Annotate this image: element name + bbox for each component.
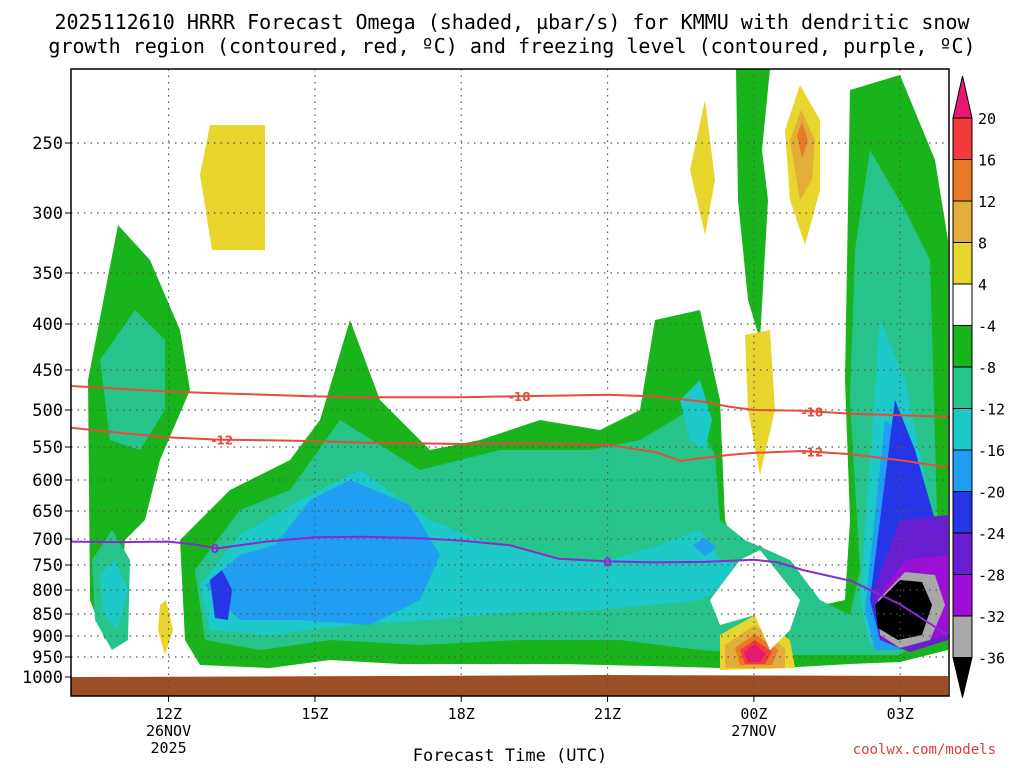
- chart-title-line-2: growth region (contoured, red, ºC) and f…: [48, 34, 976, 58]
- colorbar-swatch: [952, 615, 973, 658]
- omega-region-weak-downward: [690, 100, 715, 235]
- x-tick-label: 18Z: [448, 705, 475, 723]
- colorbar-legend: 20 16 12 8 4 -4 -8 -12 -16 -20 -24 -28 -32 -36: [952, 75, 1005, 698]
- colorbar-extend-max: [952, 75, 973, 119]
- y-tick-label: 350: [32, 264, 63, 284]
- x-tick-label: 21Z: [594, 705, 621, 723]
- y-tick-label: 300: [32, 204, 63, 224]
- omega-region-strong-downward: [797, 122, 808, 158]
- plot-frame: [70, 68, 950, 697]
- x-tick-label: 00Z: [740, 705, 767, 723]
- colorbar-swatch: [952, 200, 973, 243]
- colorbar-swatch: [952, 449, 973, 492]
- colorbar-swatch: [952, 283, 973, 326]
- y-tick-label: 500: [32, 401, 63, 421]
- omega-region-weak-downward: [200, 125, 265, 250]
- contour-line: [71, 535, 949, 637]
- colorbar-level-label: -12: [978, 401, 1005, 419]
- colorbar-level-label: -28: [978, 567, 1005, 585]
- colorbar-level-label: -32: [978, 608, 1005, 626]
- contour-label: -18: [802, 405, 824, 419]
- colorbar-level-label: -8: [978, 359, 996, 377]
- colorbar-swatch: [952, 242, 973, 285]
- terrain-ground: [71, 675, 948, 696]
- y-tick-label: 950: [32, 648, 63, 668]
- colorbar-level-label: 12: [978, 193, 996, 211]
- omega-region-weak-downward: [158, 600, 173, 655]
- contour-label: -12: [802, 446, 824, 460]
- colorbar-swatch: [952, 408, 973, 451]
- x-axis-title: Forecast Time (UTC): [412, 746, 608, 766]
- colorbar-extend-min: [952, 657, 973, 698]
- y-tick-label: 750: [32, 556, 63, 576]
- y-tick-label: 900: [32, 627, 63, 647]
- colorbar-swatch: [952, 159, 973, 202]
- colorbar-level-label: -20: [978, 484, 1005, 502]
- colorbar-level-label: -24: [978, 525, 1005, 543]
- chart-title-line-1: 2025112610 HRRR Forecast Omega (shaded, …: [54, 10, 970, 34]
- y-tick-label: 800: [32, 581, 63, 601]
- colorbar-level-label: -16: [978, 442, 1005, 460]
- colorbar-level-label: 16: [978, 152, 996, 170]
- contour-line: [71, 426, 949, 469]
- y-axis: 2503003504004505005506006507007508008509…: [22, 134, 71, 688]
- y-tick-label: 850: [32, 605, 63, 625]
- colorbar-swatch: [952, 117, 973, 160]
- x-tick-label: 03Z: [887, 705, 914, 723]
- y-tick-label: 400: [32, 315, 63, 335]
- x-tick-label: 12Z: [155, 705, 182, 723]
- y-tick-label: 250: [32, 134, 63, 154]
- omega-region-weak-upward: [736, 69, 770, 340]
- colorbar-swatch: [952, 325, 973, 368]
- source-credit: coolwx.com/models: [852, 742, 996, 758]
- omega-region-weak-downward: [745, 330, 775, 475]
- x-tick-label: 15Z: [301, 705, 328, 723]
- colorbar-swatch: [952, 491, 973, 534]
- x-tick-sublabel: 26NOV: [146, 722, 191, 740]
- y-tick-label: 450: [32, 361, 63, 381]
- y-tick-label: 1000: [22, 668, 63, 688]
- omega-shading: [71, 69, 948, 696]
- contour-line: [71, 385, 949, 418]
- colorbar-swatch: [952, 574, 973, 617]
- y-tick-label: 550: [32, 438, 63, 458]
- y-tick-label: 700: [32, 530, 63, 550]
- x-tick-sublabel: 2025: [150, 739, 186, 757]
- omega-region-very-strong-upward: [205, 480, 440, 625]
- colorbar-level-label: -36: [978, 650, 1005, 668]
- colorbar-level-label: 20: [978, 110, 996, 128]
- contour-label: -18: [509, 390, 531, 404]
- omega-region-intense-upward: [210, 570, 232, 620]
- contour-label: -12: [211, 434, 233, 448]
- omega-region-very-strong-upward: [693, 538, 716, 556]
- omega-region-near-zero: [710, 550, 800, 650]
- colorbar-level-label: 4: [978, 276, 987, 294]
- x-tick-sublabel: 27NOV: [731, 722, 776, 740]
- colorbar-level-label: -4: [978, 318, 996, 336]
- colorbar-level-label: 8: [978, 235, 987, 253]
- y-tick-label: 600: [32, 471, 63, 491]
- gridlines: [71, 69, 949, 696]
- y-tick-label: 650: [32, 502, 63, 522]
- omega-region-maximum-upward: [875, 580, 932, 640]
- omega-region-strong-upward: [680, 380, 712, 450]
- contour-label: 0: [603, 555, 611, 569]
- contour-label: 0: [211, 542, 219, 556]
- omega-region-strong-upward: [100, 560, 128, 630]
- colorbar-swatch: [952, 366, 973, 409]
- contour-lines: -18 -18 -12 -12 0 0: [71, 385, 949, 637]
- omega-region-moderate-upward: [100, 310, 165, 450]
- colorbar-swatch: [952, 532, 973, 575]
